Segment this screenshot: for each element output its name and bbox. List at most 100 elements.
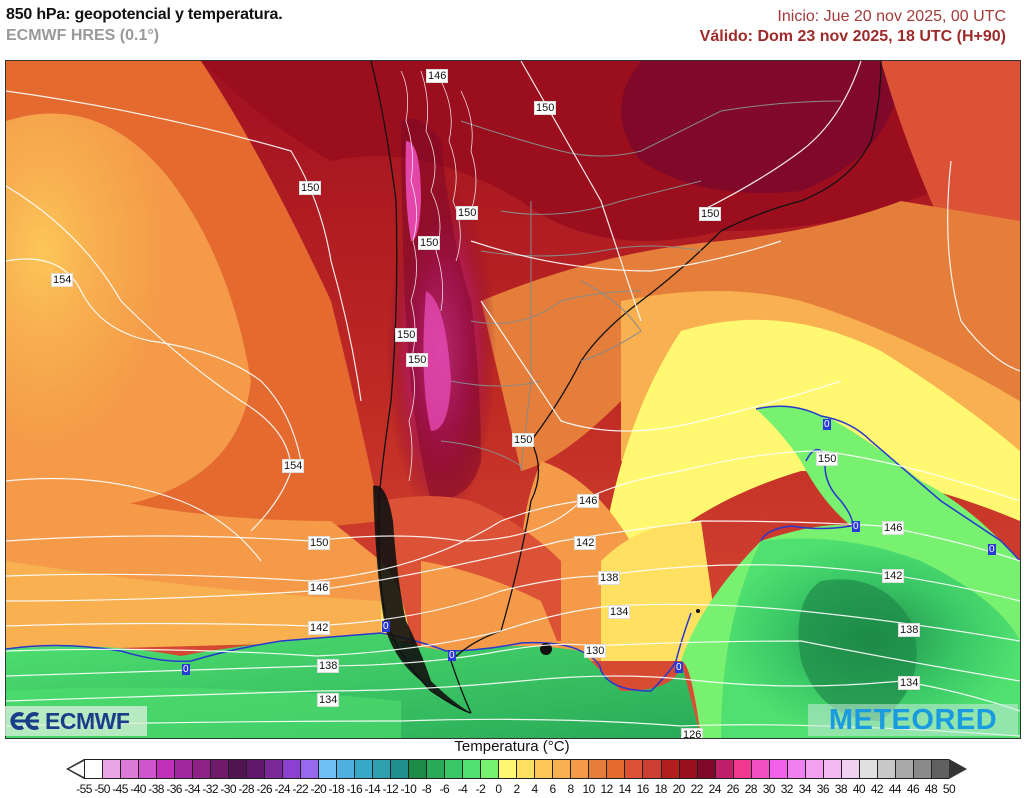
colorbar-tick-label: -6 (439, 782, 450, 796)
ecmwf-logo-text: ECMWF (45, 707, 130, 734)
colorbar-swatch (444, 760, 463, 778)
colorbar-swatch (336, 760, 355, 778)
contour-label: 150 (699, 207, 722, 221)
colorbar-swatch (156, 760, 175, 778)
colorbar-tick-label: 48 (924, 782, 938, 796)
meteored-logo-text: METEORED (828, 703, 998, 736)
valid-time: Válido: Dom 23 nov 2025, 18 UTC (H+90) (699, 28, 1006, 45)
ecmwf-emblem-icon (10, 712, 40, 730)
colorbar-tick-label: 32 (780, 782, 794, 796)
colorbar-tick-label: 50 (942, 782, 956, 796)
colorbar-min-arrow-fill (69, 761, 84, 777)
colorbar-swatch (480, 760, 499, 778)
colorbar-tick-label: 18 (654, 782, 668, 796)
colorbar-swatch (768, 760, 787, 778)
colorbar-tick-label: 2 (513, 782, 520, 796)
map-title: 850 hPa: geopotencial y temperatura. (6, 6, 283, 23)
colorbar-tick-label: -2 (475, 782, 486, 796)
colorbar-tick-label: 42 (870, 782, 884, 796)
colorbar-swatch (534, 760, 553, 778)
colorbar-tick-label: 24 (708, 782, 722, 796)
isotherm-label: 0 (448, 650, 456, 661)
colorbar-swatch (354, 760, 373, 778)
colorbar-swatch (264, 760, 283, 778)
colorbar-tick-label: -38 (148, 782, 164, 796)
colorbar-swatch (246, 760, 265, 778)
colorbar-tick-label: -32 (202, 782, 218, 796)
contour-label: 138 (598, 571, 621, 585)
colorbar-swatch (120, 760, 139, 778)
colorbar-tick-label: 20 (672, 782, 686, 796)
colorbar-swatch (516, 760, 535, 778)
contour-label: 154 (282, 459, 305, 473)
colorbar-tick-label: -18 (328, 782, 345, 796)
colorbar-swatch (876, 760, 895, 778)
contour-label: 150 (512, 433, 535, 447)
ecmwf-logo: ECMWF (5, 706, 147, 736)
colorbar-swatch (750, 760, 769, 778)
colorbar-swatch (858, 760, 877, 778)
weather-map[interactable]: 146 150 150 150 150 154 150 150 150 150 … (5, 60, 1021, 739)
contour-label: 146 (577, 494, 600, 508)
colorbar-tick-label: 10 (582, 782, 596, 796)
colorbar-tick-label: 6 (549, 782, 556, 796)
colorbar-swatch (624, 760, 643, 778)
colorbar-swatch (894, 760, 913, 778)
colorbar-tick-label: 22 (690, 782, 704, 796)
colorbar-tick-label: -4 (457, 782, 468, 796)
colorbar-tick-label: -28 (238, 782, 254, 796)
colorbar (84, 759, 949, 779)
colorbar-swatch (390, 760, 409, 778)
colorbar-title: Temperatura (°C) (454, 738, 570, 755)
colorbar-tick-label: 8 (567, 782, 575, 796)
colorbar-swatch (228, 760, 247, 778)
colorbar-swatch (804, 760, 823, 778)
colorbar-tick-label: -26 (256, 782, 272, 796)
colorbar-tick-label: -55 (76, 782, 92, 796)
colorbar-swatch (138, 760, 157, 778)
isotherm-label: 0 (988, 544, 996, 555)
colorbar-swatch (192, 760, 211, 778)
contour-label: 146 (308, 581, 331, 595)
colorbar-tick-label: 40 (852, 782, 866, 796)
contour-label: 138 (898, 623, 921, 637)
colorbar-swatch (930, 760, 949, 778)
colorbar-tick-label: -34 (184, 782, 200, 796)
contour-label: 142 (574, 536, 597, 550)
colorbar-tick-label: 34 (798, 782, 812, 796)
colorbar-swatch (912, 760, 931, 778)
colorbar-tick-label: -22 (292, 782, 309, 796)
colorbar-swatch (714, 760, 733, 778)
colorbar-tick-label: -12 (382, 782, 399, 796)
colorbar-swatch (732, 760, 751, 778)
colorbar-swatch (84, 760, 103, 778)
contour-label: 150 (418, 236, 441, 250)
contour-label: 150 (406, 353, 429, 367)
colorbar-swatch (408, 760, 427, 778)
colorbar-swatch (642, 760, 661, 778)
colorbar-swatch (606, 760, 625, 778)
contour-label: 150 (456, 206, 479, 220)
colorbar-tick-label: -40 (130, 782, 146, 796)
colorbar-tick-label: -16 (346, 782, 363, 796)
colorbar-tick-label: 46 (906, 782, 920, 796)
temperature-field (6, 61, 1020, 738)
colorbar-swatch (786, 760, 805, 778)
colorbar-swatch (462, 760, 481, 778)
colorbar-ticks: -55 -50 -45 -40 -38 -36 -34 -32 -30 -28 -26 -24 -22-… (74, 782, 974, 796)
colorbar-tick-label: 12 (600, 782, 614, 796)
colorbar-swatch (696, 760, 715, 778)
contour-label: 150 (395, 328, 418, 342)
contour-label: 142 (308, 621, 331, 635)
colorbar-swatch (300, 760, 319, 778)
colorbar-tick-label: -8 (421, 782, 432, 796)
colorbar-tick-label: -50 (94, 782, 110, 796)
colorbar-swatch (570, 760, 589, 778)
colorbar-max-arrow-icon (949, 759, 967, 779)
colorbar-tick-label: 0 (495, 782, 502, 796)
colorbar-tick-label: -36 (166, 782, 182, 796)
colorbar-swatch (498, 760, 517, 778)
contour-label: 150 (308, 536, 331, 550)
contour-label: 154 (51, 273, 74, 287)
colorbar-tick-label: 16 (636, 782, 650, 796)
